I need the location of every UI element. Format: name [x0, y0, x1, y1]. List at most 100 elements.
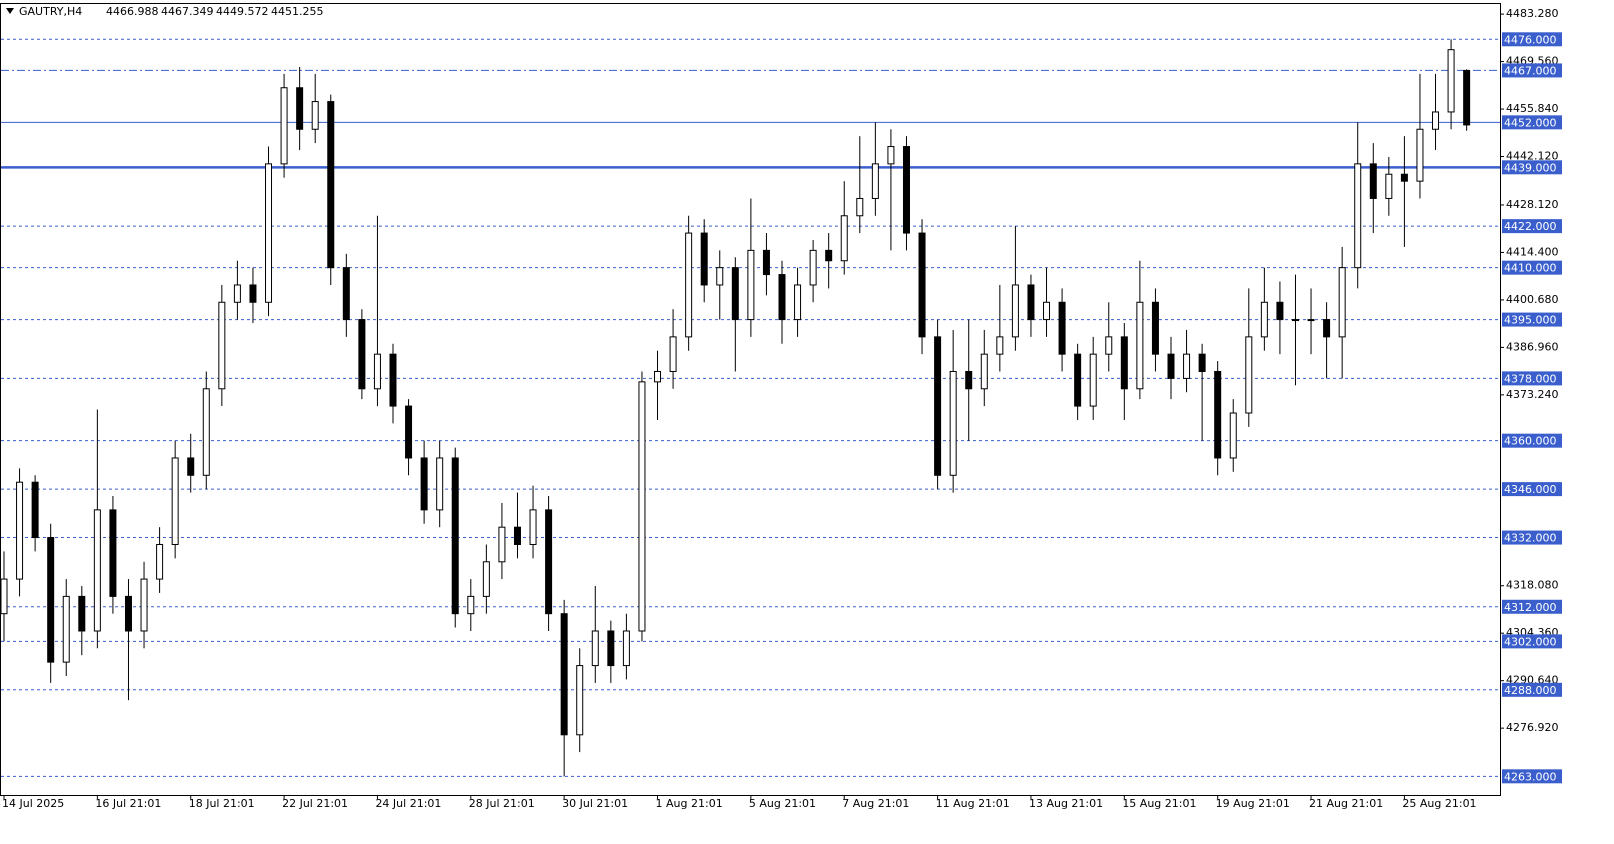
x-tick-label: 24 Jul 21:01	[375, 797, 441, 810]
level-label-box	[1502, 769, 1562, 784]
level-label: 4332.000	[1504, 532, 1557, 545]
y-tick-label: 4386.960	[1506, 340, 1559, 353]
candle-body	[249, 284, 257, 303]
candle-body	[482, 561, 490, 597]
candle-body	[560, 613, 568, 736]
level-label: 4263.000	[1504, 770, 1557, 783]
candle-body	[685, 232, 693, 338]
candle-body	[1400, 173, 1408, 182]
x-tick-label: 22 Jul 21:01	[282, 797, 348, 810]
x-tick-label: 16 Jul 21:01	[95, 797, 161, 810]
candle-body	[78, 595, 86, 632]
candle-body	[1167, 353, 1175, 379]
candle-body	[436, 457, 444, 511]
y-tick-label: 4276.920	[1506, 721, 1559, 734]
candle-body	[1416, 128, 1424, 182]
candle-body	[202, 388, 210, 476]
candle-body	[1307, 319, 1315, 322]
y-tick-label: 4483.280	[1506, 7, 1559, 20]
candle-body	[965, 370, 973, 390]
candle-body	[918, 232, 926, 338]
candle-body	[1074, 353, 1082, 407]
level-label-box	[1502, 371, 1562, 386]
level-label: 4476.000	[1504, 33, 1557, 46]
candle-body	[1027, 284, 1035, 321]
candle-body	[233, 284, 241, 303]
level-label-box	[1502, 219, 1562, 234]
candle-body	[1151, 301, 1159, 355]
candle-body	[280, 87, 288, 165]
candle-body	[405, 405, 413, 459]
level-label-box	[1502, 32, 1562, 47]
candle-body	[420, 457, 428, 511]
candle-body	[1447, 49, 1455, 113]
header-high: 4467.349	[161, 5, 214, 18]
candle-body	[373, 353, 381, 390]
header-low: 4449.572	[216, 5, 269, 18]
candle-body	[62, 595, 70, 663]
candle-body	[1260, 301, 1268, 338]
candle-body	[591, 630, 599, 667]
candle-body	[311, 101, 319, 130]
candle-body	[187, 457, 195, 476]
y-tick-label: 4400.680	[1506, 293, 1559, 306]
level-label-box	[1502, 160, 1562, 175]
x-tick-label: 15 Aug 21:01	[1122, 797, 1196, 810]
candle-body	[1105, 336, 1113, 355]
menu-arrow[interactable]	[6, 8, 14, 14]
candle-body	[1136, 301, 1144, 390]
y-tick-label: 4373.240	[1506, 388, 1559, 401]
candle-body	[0, 578, 8, 615]
candle-body	[700, 232, 708, 286]
candle-body	[607, 630, 615, 667]
level-label: 4395.000	[1504, 314, 1557, 327]
candle-body	[327, 101, 335, 269]
candle-body	[840, 215, 848, 262]
x-tick-label: 30 Jul 21:01	[562, 797, 628, 810]
x-tick-label: 14 Jul 2025	[2, 797, 64, 810]
y-tick-label: 4428.120	[1506, 198, 1559, 211]
candle-body	[887, 146, 895, 165]
candle-body	[109, 509, 117, 597]
x-tick-label: 1 Aug 21:01	[656, 797, 723, 810]
level-label: 4439.000	[1504, 161, 1557, 174]
candle-body	[809, 249, 817, 286]
candle-body	[451, 457, 459, 615]
candle-body	[513, 526, 521, 545]
candle-body	[576, 665, 584, 736]
x-tick-label: 18 Jul 21:01	[189, 797, 255, 810]
candle-body	[140, 578, 148, 632]
candle-body	[669, 336, 677, 372]
x-tick-label: 13 Aug 21:01	[1029, 797, 1103, 810]
candle-body	[1338, 267, 1346, 338]
candle-body	[1385, 173, 1393, 199]
candle-body	[467, 595, 475, 615]
level-label-box	[1502, 530, 1562, 545]
candle-body	[342, 267, 350, 321]
candle-body	[93, 509, 101, 632]
candle-body	[498, 526, 506, 563]
x-tick-label: 28 Jul 21:01	[469, 797, 535, 810]
level-label: 4378.000	[1504, 372, 1557, 385]
candle-body	[1120, 336, 1128, 390]
level-label: 4312.000	[1504, 601, 1557, 614]
y-tick-label: 4318.080	[1506, 579, 1559, 592]
level-label-box	[1502, 260, 1562, 275]
level-label-box	[1502, 63, 1562, 78]
candle-body	[296, 87, 304, 130]
candle-body	[1229, 412, 1237, 459]
candle-body	[358, 319, 366, 390]
candle-body	[716, 267, 724, 286]
candle-body	[825, 249, 833, 262]
candle-body	[1043, 301, 1051, 321]
candle-body	[389, 353, 397, 407]
candle-body	[949, 370, 957, 476]
y-tick-label: 4455.840	[1506, 102, 1559, 115]
candle-body	[654, 370, 662, 383]
symbol: GAUTRY,H4	[19, 5, 82, 18]
level-label-box	[1502, 682, 1562, 697]
y-tick-label: 4442.120	[1506, 150, 1559, 163]
header-close: 4451.255	[271, 5, 324, 18]
level-label: 4346.000	[1504, 483, 1557, 496]
